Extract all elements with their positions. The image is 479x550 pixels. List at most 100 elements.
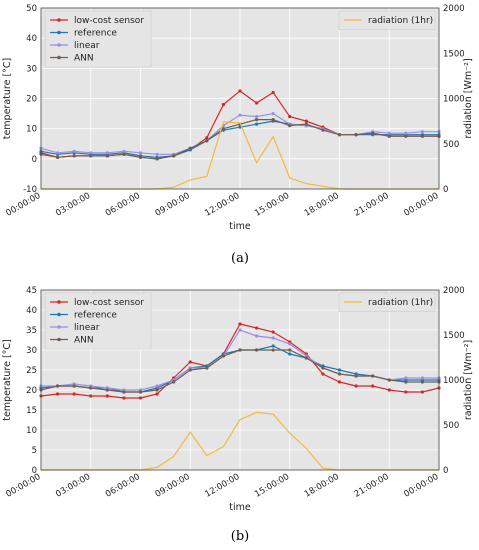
data-point [72,154,76,158]
y-tick-label: 10 [26,125,37,135]
data-point [271,336,275,340]
data-point [72,392,76,396]
legend-label: reference [74,311,117,321]
data-point [404,376,408,380]
data-point [288,124,292,128]
data-point [387,388,391,392]
y-tick-label: 20 [26,386,37,396]
x-tick-label: 03:00:00 [54,191,92,219]
data-point [122,396,126,400]
data-point [221,102,226,107]
data-point [354,374,358,378]
legend-right [338,10,436,30]
x-tick-label: 06:00:00 [104,191,142,219]
legend-label: linear [74,323,100,333]
data-point [138,155,143,159]
data-point [304,356,308,360]
y-tick-label: 10 [26,426,37,436]
y-right-tick-label: 0 [443,466,448,476]
x-tick-label: 00:00:00 [4,191,42,219]
data-point [238,113,242,117]
x-tick-label: 00:00:00 [4,472,42,500]
x-tick-label: 12:00:00 [203,472,241,500]
data-point [288,352,292,356]
data-point [288,342,292,346]
legend-label: reference [74,29,117,39]
legend-marker [57,325,61,329]
legend-marker [57,312,61,317]
data-point [304,122,308,126]
y-tick-label: 0 [32,466,37,476]
data-point [371,131,375,135]
x-tick-label: 06:00:00 [104,472,142,500]
plot-frame [40,289,440,471]
chart-panel-b: 0 5 10 15 20 25 30 35 40 45 0 500 1000 1500 2000 00:00:… [2,286,474,544]
data-point [288,115,292,119]
data-point [271,344,275,348]
y-tick-label: 20 [26,95,37,105]
legend-marker [57,30,61,35]
legend-right [338,292,436,312]
data-point [254,334,259,338]
y-tick-label: 5 [32,446,37,456]
data-point [55,151,60,155]
data-point [72,384,76,388]
data-point [238,89,242,93]
data-point [105,154,109,158]
x-tick-label: 21:00:00 [353,472,391,500]
data-point [271,111,275,116]
data-point [304,119,308,123]
data-point [404,134,408,138]
y-right-tick-label: 500 [443,421,459,431]
data-point [404,380,408,384]
data-point [221,354,226,358]
data-point [354,133,358,137]
data-point [420,134,425,138]
data-point [138,396,143,400]
legend-marker [57,18,61,22]
data-point [387,131,391,135]
legend-marker [57,43,61,47]
x-axis-label: time [229,221,251,232]
y-right-tick-label: 1000 [443,95,465,105]
y-tick-label: -10 [23,185,37,195]
data-point [155,157,159,161]
data-point [172,380,176,384]
data-point [321,372,325,376]
x-tick-label: 15:00:00 [253,472,291,500]
data-point [188,360,192,364]
y-axis-label: temperature [°C] [2,58,13,140]
data-point [254,122,259,126]
x-tick-label: 03:00:00 [54,472,92,500]
legend-label: ANN [74,54,94,64]
data-point [72,149,76,153]
data-point [155,384,159,388]
legend-label: radiation (1hr) [368,16,433,26]
legend-marker [57,55,61,60]
data-point [89,394,93,398]
y-tick-label: 30 [26,64,37,74]
data-point [238,348,242,352]
data-point [172,154,176,158]
data-point [89,154,93,158]
data-point [122,149,126,153]
y-tick-label: 40 [26,306,37,316]
data-point [387,378,391,382]
plot-frame [40,7,440,190]
data-point [420,130,425,134]
data-point [105,151,109,155]
data-point [155,388,159,392]
data-point [238,328,242,332]
data-point [420,376,425,380]
y-right-axis-label: radiation [Wm⁻²] [463,340,474,420]
data-point [155,152,159,156]
data-point [188,146,192,150]
data-point [387,134,391,138]
data-point [122,152,126,156]
data-point [337,372,342,376]
data-point [89,151,93,155]
data-point [271,330,275,334]
legend-label: low-cost sensor [74,298,144,308]
data-point [55,384,60,388]
